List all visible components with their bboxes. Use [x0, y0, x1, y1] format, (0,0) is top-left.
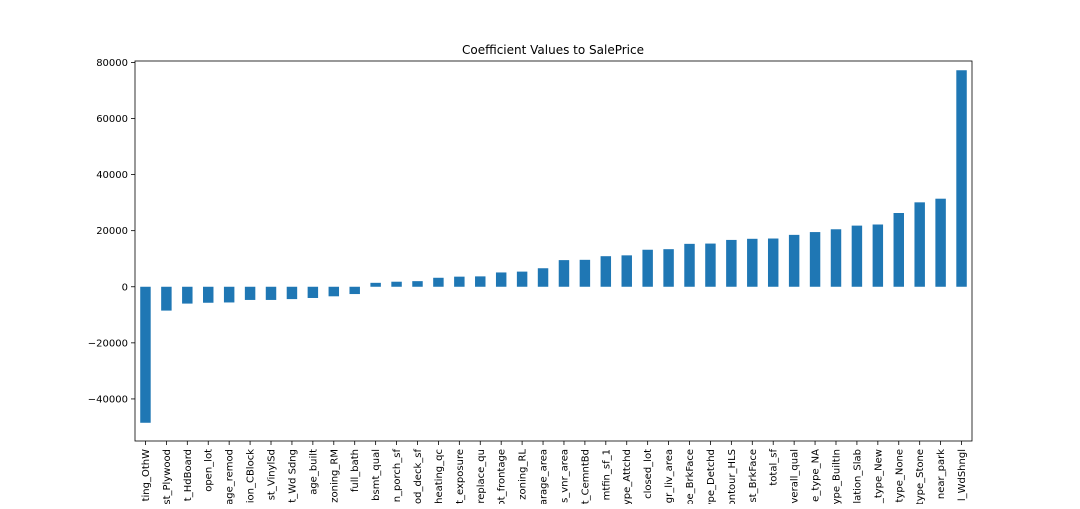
x-tick-label: heating_qc — [434, 449, 445, 504]
bar — [914, 202, 925, 287]
x-tick-label: lation_Slab — [852, 449, 863, 504]
y-tick-label: −40000 — [88, 394, 128, 405]
y-tick-label: 40000 — [96, 170, 128, 181]
bar — [809, 232, 821, 287]
bar — [872, 224, 884, 287]
bar — [684, 243, 695, 287]
bar — [851, 225, 863, 287]
bar — [600, 256, 612, 287]
x-tick-label: near_park — [936, 449, 947, 499]
bar — [747, 238, 758, 287]
bar — [454, 276, 465, 287]
x-tick-label: n_porch_sf — [392, 449, 403, 503]
x-tick-label: t_Wd Sdng — [287, 449, 298, 503]
bar — [830, 229, 842, 287]
bar — [663, 249, 674, 287]
x-tick-label: arage_area — [539, 449, 550, 504]
bar — [203, 286, 214, 303]
bar — [788, 234, 800, 287]
bar — [475, 276, 486, 287]
bar — [537, 268, 549, 287]
plot-frame — [134, 60, 973, 442]
x-tick-label: pe_BrkFace — [685, 449, 696, 504]
bar — [767, 238, 779, 287]
x-tick-label: ype_Attchd — [622, 449, 633, 504]
x-axis: ting_OthW st_Plywood t_HdBoard open_lot age_… — [141, 441, 968, 508]
bar — [705, 243, 716, 287]
x-tick-label: ot_frontage — [497, 449, 508, 504]
x-tick-label: ting_OthW — [141, 449, 152, 502]
bar — [935, 198, 946, 287]
bar — [726, 239, 737, 287]
bar — [558, 260, 570, 287]
x-tick-label: full_bath — [350, 449, 361, 492]
y-tick-label: 60000 — [96, 114, 128, 125]
x-tick-label: ontour_HLS — [727, 449, 738, 504]
x-tick-label: zoning_RL — [518, 449, 529, 500]
bars-group — [140, 70, 967, 423]
x-tick-label: st_BrkFace — [748, 449, 759, 503]
bar — [286, 286, 298, 300]
bar — [307, 286, 319, 298]
x-tick-label: _type_New — [873, 449, 884, 504]
x-tick-label: bsmt_qual — [371, 449, 382, 501]
x-tick-label: mtfin_sf_1 — [601, 449, 612, 500]
x-tick-label: zoning_RM — [329, 449, 340, 503]
chart-title: Coefficient Values to SalePrice — [462, 43, 644, 57]
bar — [182, 286, 193, 304]
x-tick-label: t_CemntBd — [580, 449, 591, 504]
y-tick-label: 20000 — [96, 226, 128, 237]
x-tick-label: gr_liv_area — [664, 449, 675, 503]
x-tick-label: type_Stone — [915, 449, 926, 504]
x-tick-label: closed_lot — [643, 449, 654, 499]
x-tick-label: ype_BuiltIn — [831, 449, 842, 504]
bar — [161, 286, 172, 311]
x-tick-label: l_WdShngl — [957, 449, 968, 501]
x-tick-label: ion_CBlock — [246, 449, 257, 503]
y-tick-label: 80000 — [96, 58, 128, 69]
bar — [370, 282, 381, 287]
bar — [956, 70, 967, 287]
bar — [412, 281, 423, 287]
bar — [349, 286, 360, 295]
x-tick-label: replace_qu — [476, 449, 487, 504]
x-tick-label: total_sf — [769, 449, 780, 486]
bar — [433, 277, 444, 287]
bar — [495, 272, 507, 287]
bar — [579, 259, 591, 287]
bar — [516, 271, 528, 287]
x-tick-label: st_Plywood — [162, 449, 173, 504]
x-tick-label: e_type_NA — [811, 449, 822, 502]
x-tick-label: open_lot — [204, 449, 215, 492]
bar — [328, 286, 340, 297]
x-tick-label: od_deck_sf — [413, 449, 424, 504]
x-tick-label: t_HdBoard — [183, 449, 194, 501]
bar — [391, 281, 402, 287]
x-tick-label: s_vnr_area — [559, 449, 570, 503]
x-tick-label: age_remod — [225, 449, 236, 504]
x-tick-label: age_built — [308, 449, 319, 495]
x-tick-label: verall_qual — [790, 449, 801, 503]
bar — [223, 286, 235, 303]
bar — [642, 249, 653, 287]
y-tick-label: 0 — [122, 282, 128, 293]
bar — [621, 255, 632, 287]
x-tick-label: t_exposure — [455, 449, 466, 504]
bar — [244, 286, 256, 300]
x-tick-label: st_VinylSd — [267, 449, 278, 500]
bar — [893, 213, 904, 287]
x-tick-label: type_None — [894, 449, 905, 502]
bar — [265, 286, 277, 300]
x-tick-label: ype_Detchd — [706, 449, 717, 504]
y-tick-label: −20000 — [88, 338, 128, 349]
bar — [140, 286, 151, 423]
y-axis: −40000 −20000 0 20000 40000 60000 80000 — [88, 58, 135, 405]
